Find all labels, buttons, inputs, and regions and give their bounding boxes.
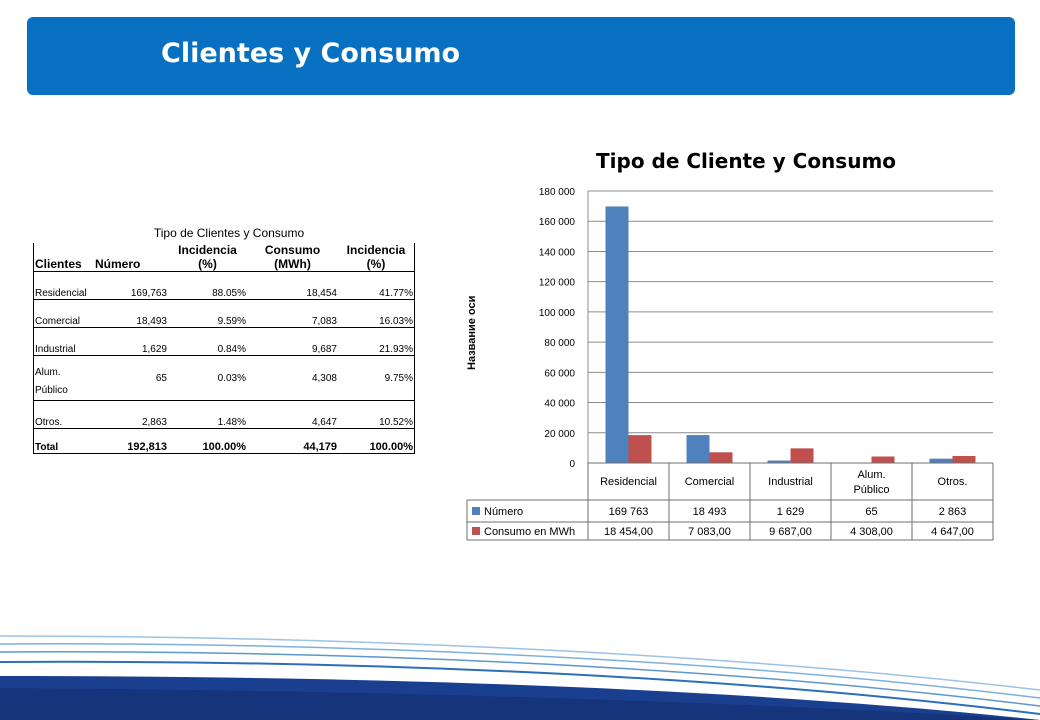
data-table-value: 18 493 xyxy=(693,506,727,518)
y-tick-label: 40 000 xyxy=(544,399,575,410)
cell-total-numero: 192,813 xyxy=(94,428,168,454)
col-header-incidencia-numero: Incidencia (%) xyxy=(168,243,247,272)
cell-inc-numero: 88.05% xyxy=(168,271,247,300)
cell-cliente: Industrial xyxy=(33,327,94,356)
cell-inc-consumo: 16.03% xyxy=(338,299,415,328)
bar-consumo xyxy=(628,435,652,463)
data-table-value: 4 308,00 xyxy=(850,526,893,538)
x-category-label: Público xyxy=(853,484,889,496)
clients-table: Clientes Número Incidencia (%) Consumo (… xyxy=(33,243,415,454)
data-table-value: 1 629 xyxy=(777,506,805,518)
table-title: Tipo de Clientes y Consumo xyxy=(153,226,305,240)
cell-numero: 65 xyxy=(94,355,168,401)
cell-consumo: 7,083 xyxy=(247,299,338,328)
x-category-label: Comercial xyxy=(685,476,735,488)
chart-title: Tipo de Cliente y Consumo xyxy=(596,149,897,173)
cell-consumo: 18,454 xyxy=(247,271,338,300)
cell-cliente: Alum. Público xyxy=(33,355,94,401)
cell-consumo: 9,687 xyxy=(247,327,338,356)
data-table-value: 4 647,00 xyxy=(931,526,974,538)
cell-inc-numero: 1.48% xyxy=(168,400,247,429)
cell-inc-numero: 0.03% xyxy=(168,355,247,401)
cell-inc-consumo: 21.93% xyxy=(338,327,415,356)
col-header-incidencia-consumo: Incidencia (%) xyxy=(338,243,415,272)
data-table-value: 65 xyxy=(865,506,877,518)
bar-consumo xyxy=(709,452,733,463)
table-row: Alum. Público 65 0.03% 4,308 9.75% xyxy=(33,355,415,401)
x-category-label: Residencial xyxy=(600,476,657,488)
bar-consumo xyxy=(952,455,976,463)
cell-numero: 169,763 xyxy=(94,271,168,300)
header-bar xyxy=(27,17,1015,95)
bar-numero xyxy=(686,435,710,463)
bar-numero xyxy=(929,458,953,463)
y-tick-label: 80 000 xyxy=(544,338,575,349)
bar-consumo xyxy=(871,456,895,463)
data-table-value: 7 083,00 xyxy=(688,526,731,538)
bar-consumo xyxy=(790,448,814,463)
cell-inc-numero: 9.59% xyxy=(168,299,247,328)
bar-numero xyxy=(605,206,629,463)
cell-total-inc-numero: 100.00% xyxy=(168,428,247,454)
data-table-value: 169 763 xyxy=(609,506,649,518)
y-tick-label: 60 000 xyxy=(544,368,575,379)
data-table-value: 2 863 xyxy=(939,506,967,518)
cell-inc-consumo: 41.77% xyxy=(338,271,415,300)
data-table-value: 18 454,00 xyxy=(604,526,653,538)
col-header-numero: Número xyxy=(94,243,168,272)
y-tick-label: 120 000 xyxy=(539,278,576,289)
table-row: Residencial 169,763 88.05% 18,454 41.77% xyxy=(33,271,415,300)
cell-consumo: 4,647 xyxy=(247,400,338,429)
page-title: Clientes y Consumo xyxy=(161,38,461,69)
cell-inc-consumo: 9.75% xyxy=(338,355,415,401)
cell-numero: 18,493 xyxy=(94,299,168,328)
y-tick-label: 0 xyxy=(569,459,575,470)
table-row: Otros. 2,863 1.48% 4,647 10.52% xyxy=(33,400,415,429)
table-total-row: Total 192,813 100.00% 44,179 100.00% xyxy=(33,428,415,454)
cell-total-consumo: 44,179 xyxy=(247,428,338,454)
cell-cliente: Otros. xyxy=(33,400,94,429)
cell-numero: 2,863 xyxy=(94,400,168,429)
x-category-label: Industrial xyxy=(768,476,813,488)
data-table-value: 9 687,00 xyxy=(769,526,812,538)
y-tick-label: 160 000 xyxy=(539,217,576,228)
y-tick-label: 20 000 xyxy=(544,429,575,440)
legend-label: Número xyxy=(484,506,523,518)
bar-numero xyxy=(767,460,791,463)
x-category-label: Alum. xyxy=(857,469,885,481)
y-tick-label: 140 000 xyxy=(539,247,576,258)
cell-total-label: Total xyxy=(33,428,94,454)
y-tick-label: 180 000 xyxy=(539,187,576,198)
cell-inc-consumo: 10.52% xyxy=(338,400,415,429)
cell-inc-numero: 0.84% xyxy=(168,327,247,356)
table-row: Comercial 18,493 9.59% 7,083 16.03% xyxy=(33,299,415,328)
cell-numero: 1,629 xyxy=(94,327,168,356)
col-header-clientes: Clientes xyxy=(33,243,94,272)
table-row: Industrial 1,629 0.84% 9,687 21.93% xyxy=(33,327,415,356)
legend-label: Consumo en MWh xyxy=(484,526,575,538)
legend-key-numero xyxy=(472,507,480,515)
cell-cliente: Residencial xyxy=(33,271,94,300)
y-tick-label: 100 000 xyxy=(539,308,576,319)
cell-consumo: 4,308 xyxy=(247,355,338,401)
cell-total-inc-consumo: 100.00% xyxy=(338,428,415,454)
legend-key-consumo xyxy=(472,527,480,535)
col-header-consumo: Consumo (MWh) xyxy=(247,243,338,272)
x-category-label: Otros. xyxy=(938,476,968,488)
cell-cliente: Comercial xyxy=(33,299,94,328)
